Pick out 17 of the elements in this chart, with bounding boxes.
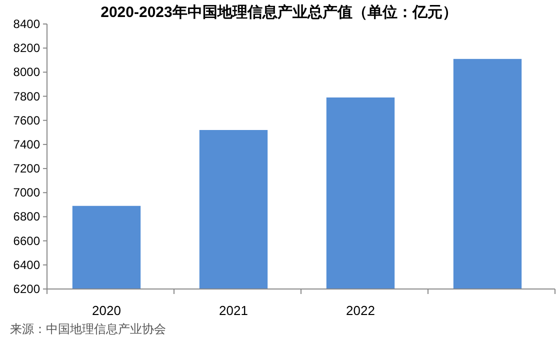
y-tick-label: 7800 [13, 89, 40, 104]
y-tick-label: 8200 [13, 41, 40, 56]
x-tick-label: 2020 [92, 303, 121, 318]
y-tick-label: 8000 [13, 65, 40, 80]
y-tick-label: 7200 [13, 162, 40, 176]
source-note: 来源：中国地理信息产业协会 [10, 322, 166, 336]
y-tick-label: 7600 [13, 113, 40, 128]
y-tick-label: 6200 [13, 282, 40, 296]
y-tick-label: 8400 [13, 17, 40, 31]
y-tick-label: 6800 [13, 210, 40, 224]
chart-title: 2020-2023年中国地理信息产业总产值（单位：亿元） [100, 4, 458, 21]
y-tick-label: 6400 [13, 258, 40, 272]
x-tick-label: 2022 [346, 303, 375, 318]
x-tick-label: 2021 [219, 303, 248, 318]
y-tick-label: 6600 [13, 234, 40, 248]
y-tick-label: 7000 [13, 186, 40, 200]
y-tick-label: 7400 [13, 137, 40, 152]
